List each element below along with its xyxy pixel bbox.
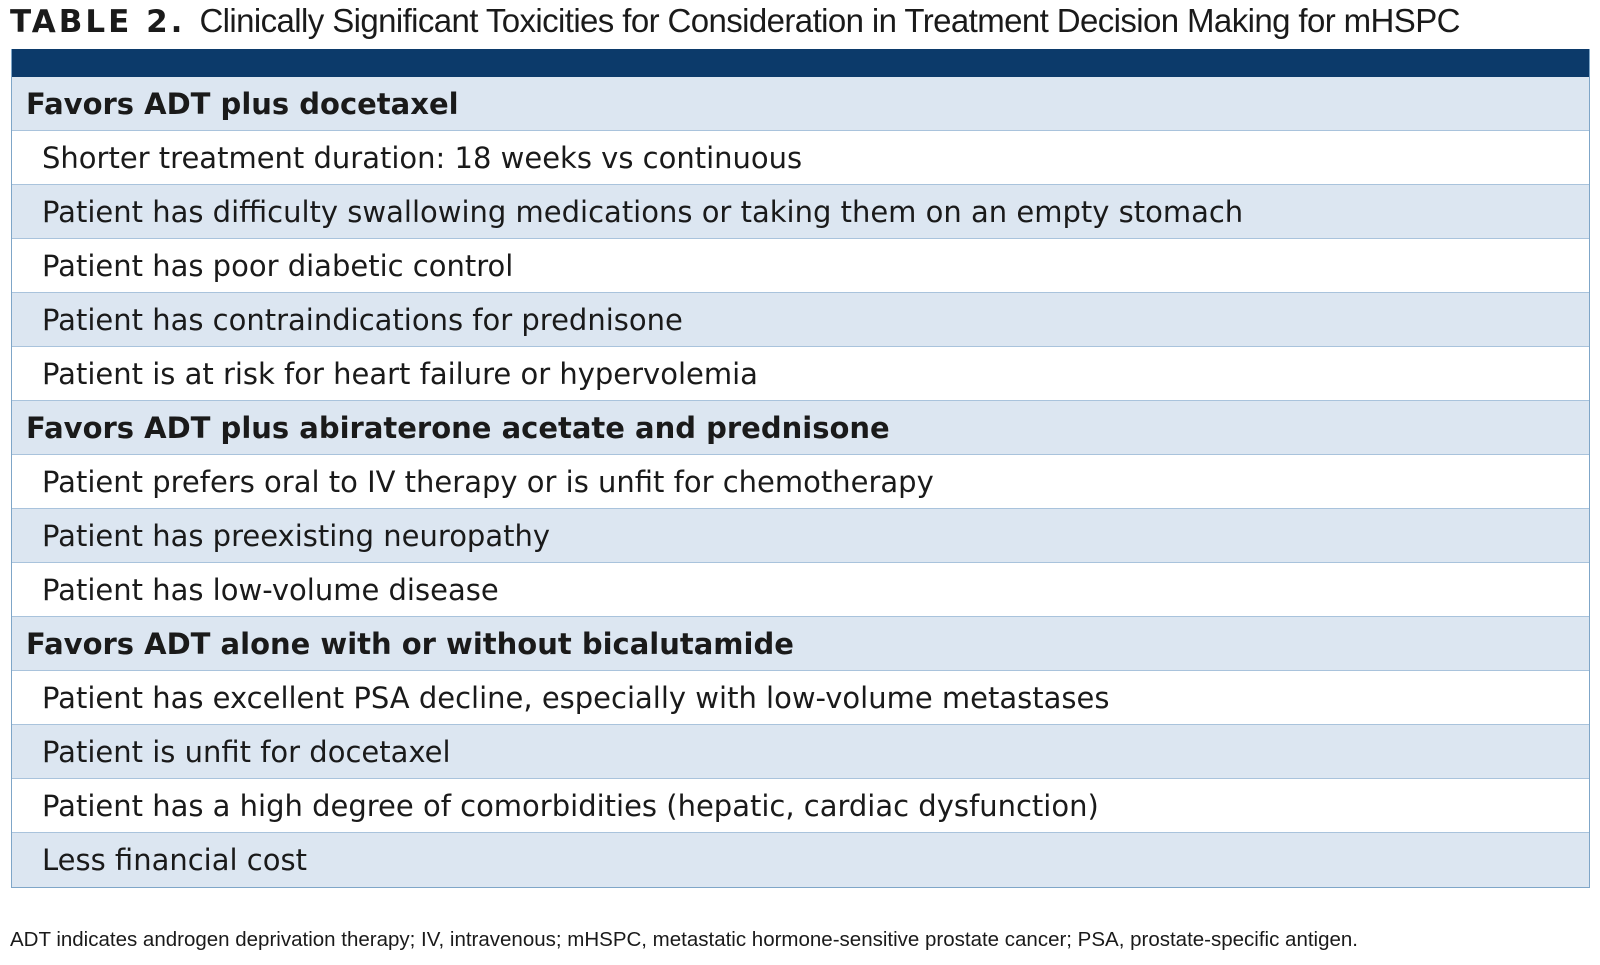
section-header-row: Favors ADT alone with or without bicalut… [12, 617, 1589, 671]
toxicities-table: Favors ADT plus docetaxel Shorter treatme… [11, 49, 1590, 888]
table-row: Patient has difficulty swallowing medica… [12, 185, 1589, 239]
table-row: Patient has preexisting neuropathy [12, 509, 1589, 563]
table-row: Patient is at risk for heart failure or … [12, 347, 1589, 401]
table-footnote: ADT indicates androgen deprivation thera… [10, 928, 1358, 951]
table-row: Patient has excellent PSA decline, espec… [12, 671, 1589, 725]
table-row: Patient is unfit for docetaxel [12, 725, 1589, 779]
table-title-line: TABLE 2. Clinically Significant Toxiciti… [10, 2, 1460, 46]
table-header-bar [12, 49, 1589, 77]
table-row: Less financial cost [12, 833, 1589, 887]
table-row: Patient has contraindications for predni… [12, 293, 1589, 347]
table-row: Shorter treatment duration: 18 weeks vs … [12, 131, 1589, 185]
table-row: Patient has poor diabetic control [12, 239, 1589, 293]
section-header-row: Favors ADT plus docetaxel [12, 77, 1589, 131]
table-body: Favors ADT plus docetaxel Shorter treatme… [12, 77, 1589, 887]
table-number-label: TABLE 2. [10, 4, 186, 40]
table-row: Patient has low-volume disease [12, 563, 1589, 617]
table-row: Patient has a high degree of comorbiditi… [12, 779, 1589, 833]
section-header-row: Favors ADT plus abiraterone acetate and … [12, 401, 1589, 455]
table-row: Patient prefers oral to IV therapy or is… [12, 455, 1589, 509]
table-title: Clinically Significant Toxicities for Co… [199, 2, 1460, 39]
